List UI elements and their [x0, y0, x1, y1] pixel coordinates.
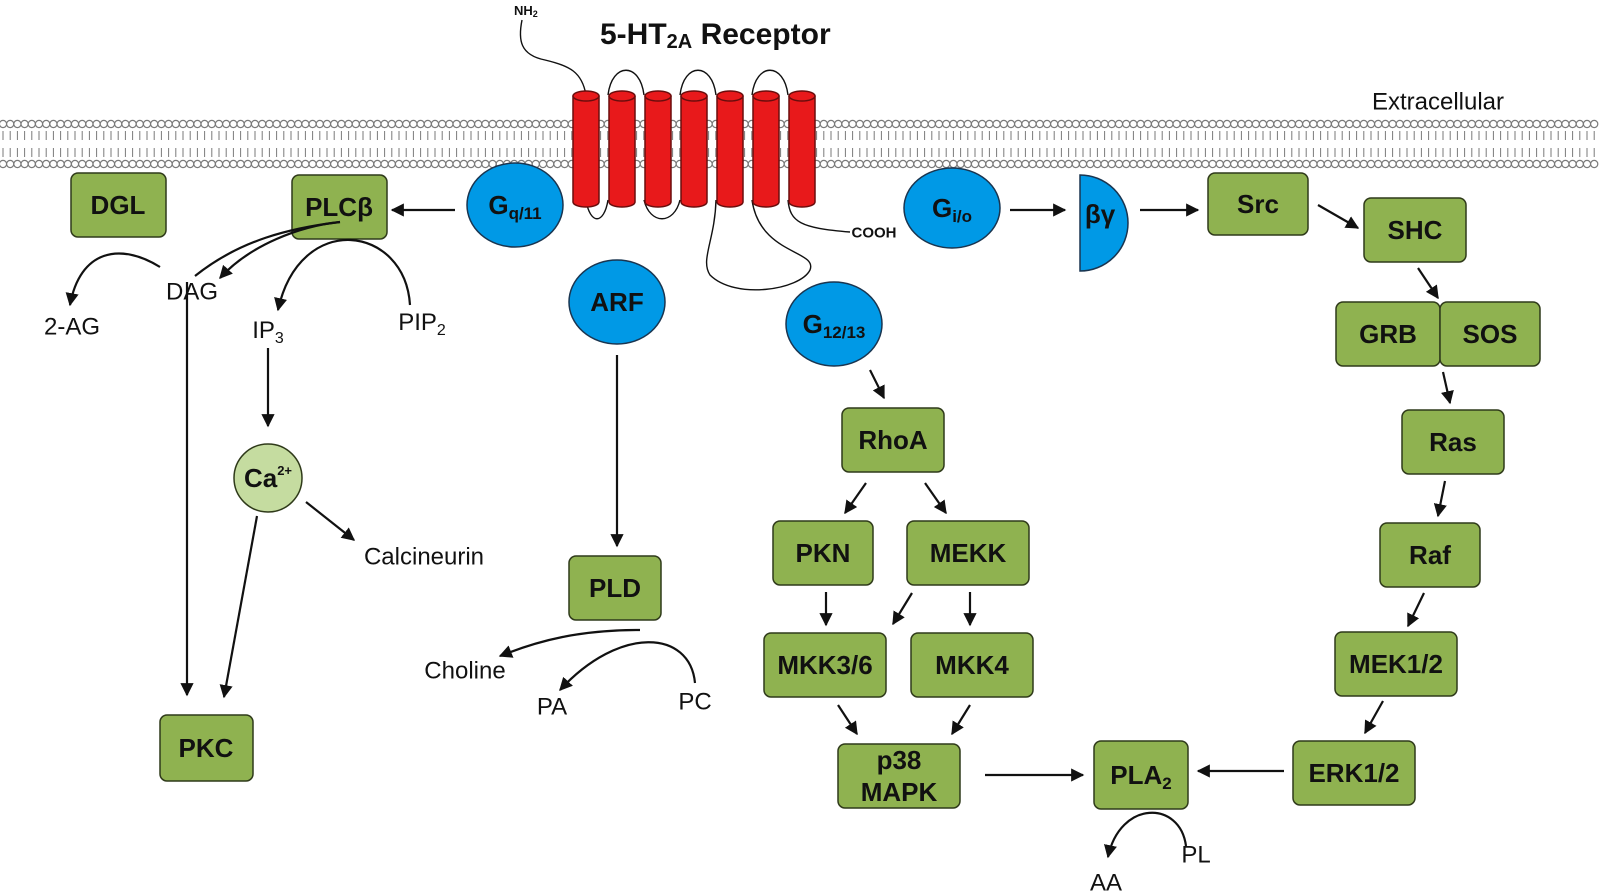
ras-box: Ras	[1401, 409, 1505, 475]
receptor-helix	[680, 96, 708, 208]
choline-label: Choline	[424, 658, 505, 685]
diagram-title: 5-HT2A Receptor	[600, 18, 831, 54]
svg-text:G12/13: G12/13	[803, 309, 866, 342]
grb-box: GRB	[1335, 301, 1441, 367]
svg-text:DGL: DGL	[91, 190, 146, 220]
svg-text:ERK1/2: ERK1/2	[1308, 758, 1399, 788]
rhoa-box: RhoA	[841, 407, 945, 473]
src-box: Src	[1207, 172, 1309, 236]
receptor-helix	[716, 96, 744, 208]
svg-text:MKK3/6: MKK3/6	[777, 650, 872, 680]
pkc-box: PKC	[159, 714, 254, 782]
svg-text:PLA2: PLA2	[1110, 760, 1171, 793]
sos-box: SOS	[1439, 301, 1541, 367]
pla2-box: PLA2	[1093, 740, 1189, 810]
2ag-label: 2-AG	[44, 314, 100, 341]
plcb-box: PLCβ	[291, 174, 388, 240]
svg-text:Raf: Raf	[1409, 540, 1451, 570]
svg-text:PLCβ: PLCβ	[305, 192, 373, 222]
receptor-helices	[572, 90, 816, 208]
svg-text:MEK1/2: MEK1/2	[1349, 649, 1443, 679]
mkk4-box: MKK4	[910, 632, 1034, 698]
svg-text:MAPK: MAPK	[861, 777, 938, 807]
receptor-helix	[788, 96, 816, 208]
svg-text:ARF: ARF	[590, 287, 643, 317]
svg-text:Gq/11: Gq/11	[488, 190, 541, 223]
ip3-label: IP3	[252, 317, 284, 347]
pc-label: PC	[678, 689, 711, 716]
calcium-node: Ca2+	[233, 443, 303, 513]
pld-box: PLD	[568, 555, 662, 621]
pl-label: PL	[1181, 842, 1210, 869]
svg-text:Gi/o: Gi/o	[932, 193, 972, 226]
svg-text:Ca2+: Ca2+	[244, 463, 292, 494]
dgl-box: DGL	[70, 172, 167, 238]
svg-text:PLD: PLD	[589, 573, 641, 603]
betagamma-subunit: βγ	[1079, 174, 1129, 272]
svg-text:PKC: PKC	[179, 733, 234, 763]
pkn-box: PKN	[772, 520, 874, 586]
receptor-helix	[752, 96, 780, 208]
svg-text:SHC: SHC	[1388, 215, 1443, 245]
svg-text:MEKK: MEKK	[930, 538, 1007, 568]
svg-text:Ras: Ras	[1429, 427, 1477, 457]
extracellular-label: Extracellular	[1372, 89, 1504, 116]
gio-protein: Gi/o	[903, 167, 1001, 249]
shc-box: SHC	[1363, 197, 1467, 263]
pip2-label: PIP2	[398, 309, 446, 339]
c-terminus-label: COOH	[852, 225, 897, 242]
mekk-box: MEKK	[906, 520, 1030, 586]
svg-text:p38: p38	[877, 745, 922, 775]
receptor-helix	[608, 96, 636, 208]
calcineurin-label: Calcineurin	[364, 544, 484, 571]
receptor-helix	[644, 96, 672, 208]
raf-box: Raf	[1379, 522, 1481, 588]
arf-protein: ARF	[568, 259, 666, 345]
dag-label: DAG	[166, 279, 218, 306]
svg-text:βγ: βγ	[1085, 199, 1116, 229]
svg-text:SOS: SOS	[1463, 319, 1518, 349]
svg-text:Src: Src	[1237, 189, 1279, 219]
svg-text:PKN: PKN	[796, 538, 851, 568]
aa-label: AA	[1090, 870, 1122, 893]
cell-membrane	[0, 119, 1599, 169]
svg-text:GRB: GRB	[1359, 319, 1417, 349]
erk12-box: ERK1/2	[1292, 740, 1416, 806]
svg-text:MKK4: MKK4	[935, 650, 1009, 680]
svg-text:RhoA: RhoA	[858, 425, 928, 455]
n-terminus-chain	[519, 19, 587, 96]
pathway-arrows	[65, 203, 1454, 859]
receptor-helix	[572, 96, 600, 208]
gq-protein: Gq/11	[466, 162, 564, 248]
g1213-protein: G12/13	[785, 281, 883, 367]
n-terminus-label: NH2	[514, 3, 538, 20]
mkk36-box: MKK3/6	[763, 632, 887, 698]
mek12-box: MEK1/2	[1334, 631, 1458, 697]
pa-label: PA	[537, 694, 567, 721]
